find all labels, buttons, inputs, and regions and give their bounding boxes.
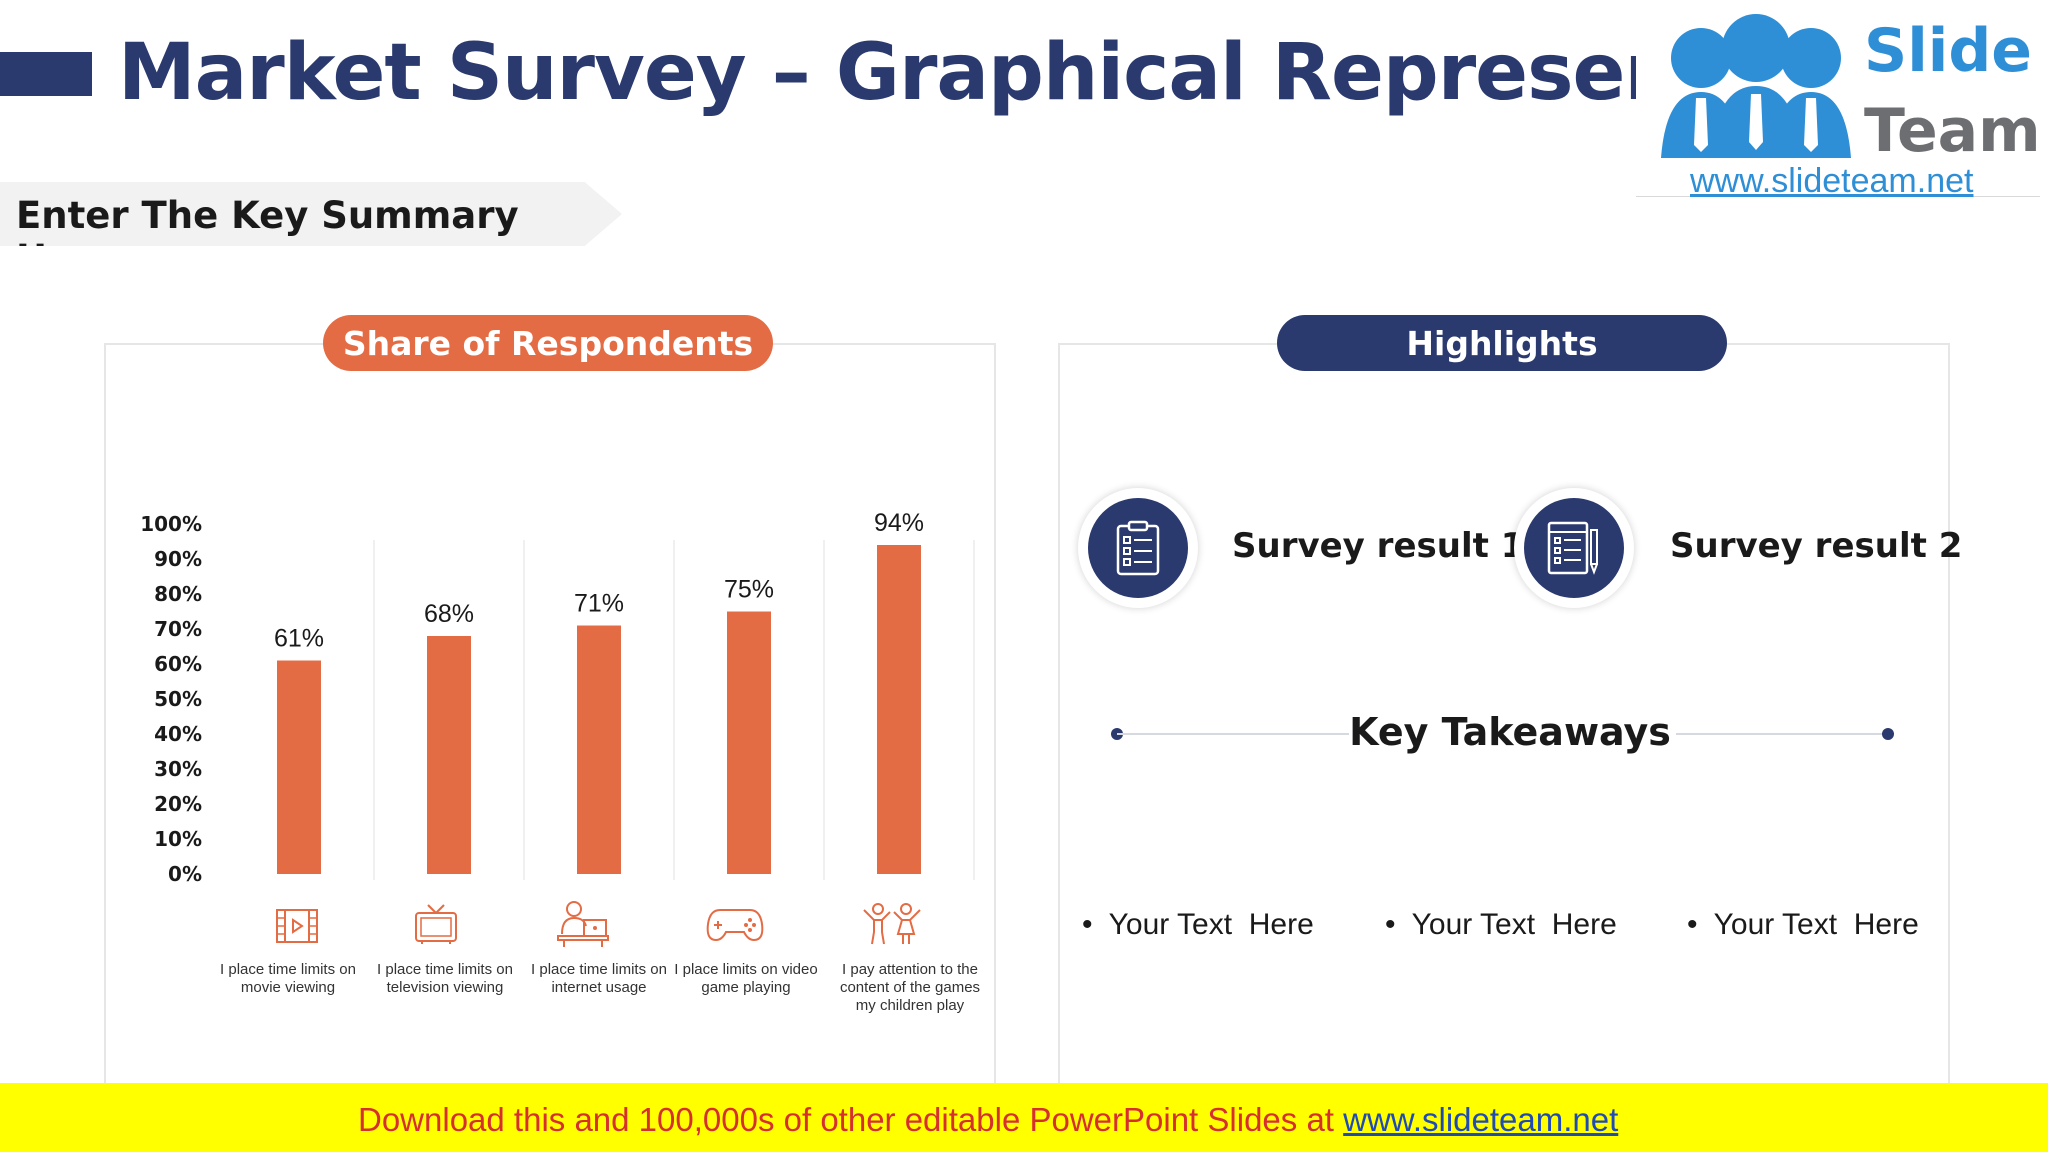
takeaway-bullet-1: • Your Text Here [1082, 908, 1314, 941]
television-icon [415, 904, 457, 944]
computer-user-icon [557, 901, 609, 947]
gamepad-icon [706, 909, 764, 942]
highlights-header: Highlights [1277, 315, 1727, 371]
category-label-video-game: I place limits on video game playing [674, 961, 818, 996]
title-accent-bar [0, 52, 92, 96]
document-pen-icon [1547, 521, 1598, 575]
logo-url-link[interactable]: www.slideteam.net [1690, 162, 1974, 200]
takeaway-bullet-2: • Your Text Here [1385, 908, 1617, 941]
y-tick-label: 20% [154, 792, 202, 816]
survey-result-2-label: Survey result 2 [1670, 526, 1963, 566]
takeaway-bullet-3: • Your Text Here [1687, 908, 1919, 941]
bar-data-label: 94% [874, 509, 924, 537]
category-label-television: I place time limits on television viewin… [377, 961, 513, 996]
bar-data-label: 75% [724, 576, 774, 604]
survey-result-2-icon-circle [1514, 488, 1634, 608]
people-logo-icon [1661, 14, 1851, 158]
bar [727, 611, 771, 874]
page-title: Market Survey – Graphical Representation [118, 28, 1937, 118]
survey-result-1-icon-background [1088, 498, 1188, 598]
download-footer-banner: Download this and 100,000s of other edit… [0, 1083, 2048, 1152]
y-tick-label: 100% [140, 512, 202, 536]
y-tick-label: 60% [154, 652, 202, 676]
bar-data-label: 71% [574, 590, 624, 618]
logo-word-team: Team [1864, 96, 2041, 166]
key-summary-banner: Enter The Key Summary Here [0, 182, 622, 246]
survey-result-1-label: Survey result 1 [1232, 526, 1525, 566]
category-label-movie: I place time limits on movie viewing [220, 961, 356, 996]
category-label-internet: I place time limits on internet usage [531, 961, 667, 996]
takeaway-bullet-3-text: Your Text Here [1713, 908, 1919, 941]
takeaways-left-line [1117, 733, 1349, 735]
y-tick-label: 70% [154, 617, 202, 641]
takeaway-bullet-1-text: Your Text Here [1108, 908, 1314, 941]
category-label-children-games: I pay attention to the content of the ga… [839, 961, 981, 1014]
y-tick-label: 0% [168, 862, 202, 886]
key-takeaways-title: Key Takeaways [1349, 710, 1671, 754]
y-tick-label: 80% [154, 582, 202, 606]
bar [277, 660, 321, 874]
bar [877, 545, 921, 874]
takeaway-bullet-2-text: Your Text Here [1411, 908, 1617, 941]
y-tick-label: 50% [154, 687, 202, 711]
y-tick-label: 40% [154, 722, 202, 746]
survey-result-1-icon-circle [1078, 488, 1198, 608]
takeaways-right-dot [1882, 728, 1894, 740]
footer-message: Download this and 100,000s of other edit… [358, 1101, 1344, 1138]
share-of-respondents-panel [104, 343, 996, 1085]
y-tick-label: 10% [154, 827, 202, 851]
key-summary-text: Enter The Key Summary Here [16, 194, 519, 280]
y-tick-label: 30% [154, 757, 202, 781]
highlights-panel [1058, 343, 1950, 1085]
film-icon [276, 909, 318, 943]
y-tick-label: 90% [154, 547, 202, 571]
bar [427, 636, 471, 874]
share-of-respondents-chart: 0% 10% 20% 30% 40% 50% 60% 70% 80% 90% 100% 61% 68% 7… [140, 509, 975, 886]
bar-data-label: 61% [274, 625, 324, 653]
slideteam-logo[interactable]: Slide Team www.slideteam.net [1636, 0, 2041, 200]
footer-text: Download this and 100,000s of other edit… [358, 1101, 1618, 1139]
footer-link[interactable]: www.slideteam.net [1343, 1101, 1619, 1138]
survey-result-2-icon-background [1524, 498, 1624, 598]
share-of-respondents-header: Share of Respondents [323, 315, 773, 371]
bar-data-label: 68% [424, 600, 474, 628]
bar [577, 625, 621, 874]
children-icon [863, 903, 921, 945]
clipboard-checklist-icon [1116, 520, 1160, 576]
takeaways-right-line [1676, 733, 1888, 735]
logo-word-slide: Slide [1864, 16, 2032, 86]
